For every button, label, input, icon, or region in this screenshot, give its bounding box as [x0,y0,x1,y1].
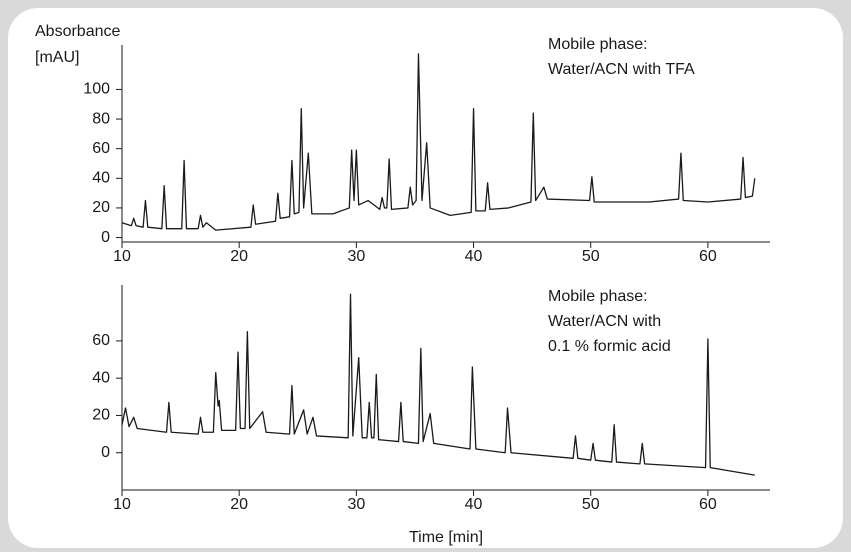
y-axis-label: Absorbance [35,23,120,40]
panel [8,8,843,548]
y-tick-label: 60 [92,332,110,349]
x-axis-label: Time [min] [409,529,483,546]
y-axis-label: [mAU] [35,49,79,66]
x-tick-label: 60 [699,248,717,265]
y-tick-label: 0 [101,229,110,246]
x-tick-label: 30 [347,496,365,513]
x-tick-label: 10 [113,248,131,265]
y-tick-label: 100 [83,81,110,98]
chromatogram-line [121,293,755,476]
y-tick-label: 20 [92,199,110,216]
annotation: Mobile phase: [548,288,648,305]
y-tick-label: 80 [92,110,110,127]
x-tick-label: 20 [230,248,248,265]
x-tick-label: 50 [582,496,600,513]
annotation: 0.1 % formic acid [548,338,671,355]
x-tick-label: 50 [582,248,600,265]
y-tick-label: 40 [92,170,110,187]
x-tick-label: 30 [347,248,365,265]
x-tick-label: 40 [465,496,483,513]
y-tick-label: 20 [92,407,110,424]
x-tick-label: 40 [465,248,483,265]
y-tick-label: 60 [92,140,110,157]
annotation: Mobile phase: [548,36,648,53]
annotation: Water/ACN with [548,313,661,330]
x-tick-label: 10 [113,496,131,513]
x-tick-label: 20 [230,496,248,513]
chromatogram-line [121,53,756,231]
y-tick-label: 40 [92,369,110,386]
annotation: Water/ACN with TFA [548,61,695,78]
y-tick-label: 0 [101,444,110,461]
x-tick-label: 60 [699,496,717,513]
